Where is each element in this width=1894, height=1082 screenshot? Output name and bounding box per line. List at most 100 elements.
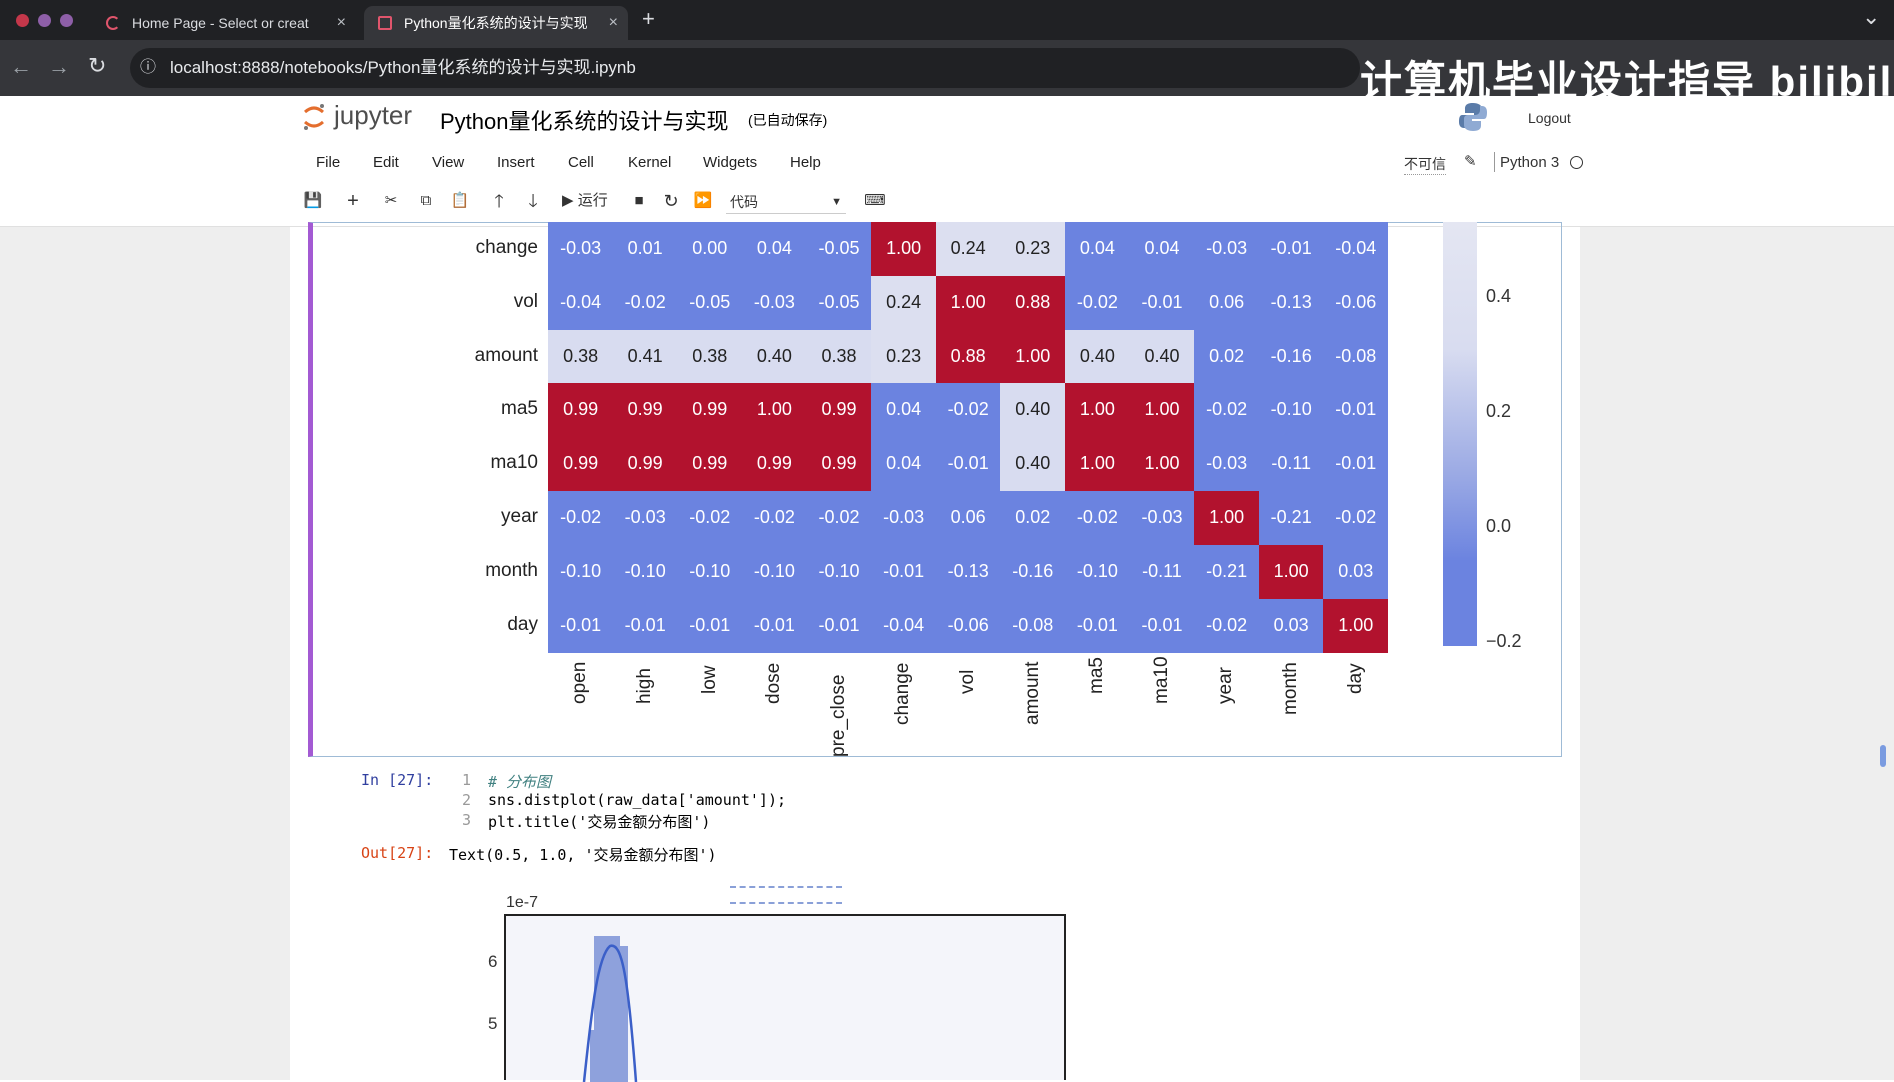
run-button[interactable]: ▶ 运行 [562,188,608,214]
heatmap-row-label: year [501,505,538,527]
menu-view[interactable]: View [432,154,465,171]
restart-icon[interactable]: ↻ [663,191,679,211]
heatmap-cell: -0.02 [1323,491,1389,546]
y-scale-label: 1e-7 [506,894,539,911]
heatmap-cell: -0.02 [612,275,678,331]
edit-pencil-icon[interactable]: ✎ [1464,153,1477,170]
heatmap-cell: 0.04 [1129,222,1195,277]
tab-title: Home Page - Select or creat [132,15,309,31]
heatmap-cell: 0.99 [612,383,678,438]
heatmap-cell: -0.06 [935,598,1001,653]
code-line[interactable]: sns.distplot(raw_data['amount']); [488,791,787,809]
menu-kernel[interactable]: Kernel [628,154,672,171]
info-icon[interactable]: ⓘ [140,59,157,76]
in-prompt: In [27]: [361,771,434,789]
move-up-icon[interactable]: 🡑 [494,191,504,211]
tab-close-icon[interactable]: × [336,14,346,31]
tab-close-icon[interactable]: × [608,14,618,31]
heatmap-cell: -0.01 [1064,598,1130,653]
tab-home-page[interactable]: Home Page - Select or creat × [92,6,356,40]
distplot-axes [504,914,1066,1082]
notebook-title[interactable]: Python量化系统的设计与实现 [440,109,729,134]
paste-icon[interactable]: 📋 [450,192,470,209]
window-close-button[interactable] [16,14,29,27]
menu-help[interactable]: Help [790,154,821,171]
menu-file[interactable]: File [316,154,341,171]
window-maximize-button[interactable] [60,14,73,27]
tab-search-chevron-icon[interactable]: ⌄ [1862,4,1881,29]
logout-button[interactable]: Logout [1528,110,1571,126]
heatmap-cell: -0.01 [612,598,678,653]
heatmap-cell: 1.00 [1000,329,1066,384]
heatmap-cell: 1.00 [1129,383,1195,438]
code-line[interactable]: # 分布图 [488,773,552,791]
heatmap-cell: 0.04 [1064,222,1130,277]
heatmap-cell: -0.01 [806,598,872,653]
heatmap-cell: -0.02 [741,491,807,546]
browser-tab-bar: Home Page - Select or creat × Python量化系统… [0,0,1894,40]
menu-cell[interactable]: Cell [568,154,594,171]
save-icon[interactable]: 💾 [303,192,323,209]
heatmap-cell: 0.99 [612,437,678,492]
colorbar [1443,222,1477,646]
heatmap-cell: -0.01 [935,437,1001,492]
jupyter-logo-icon[interactable] [302,102,326,132]
back-arrow-icon[interactable]: ← [10,54,32,79]
y-tick: 5 [488,1014,498,1033]
heatmap-cell: 0.23 [871,329,937,384]
heatmap-cell: 0.00 [677,222,743,277]
code-line[interactable]: plt.title('交易金额分布图') [488,813,711,831]
jupyter-favicon-icon [106,16,120,30]
forward-arrow-icon[interactable]: → [48,54,70,79]
stop-icon[interactable]: ■ [634,192,644,209]
menu-edit[interactable]: Edit [373,154,399,171]
heatmap-column-label: high [633,668,655,705]
move-down-icon[interactable]: 🡓 [528,191,538,211]
heatmap-cell: -0.10 [677,544,743,600]
keyboard-icon[interactable]: ⌨ [864,192,886,209]
heatmap-column-label: pre_close [827,674,849,757]
line-number: 3 [462,811,472,829]
heatmap-cell: 1.00 [741,383,807,438]
heatmap-column-label: day [1344,663,1366,694]
new-tab-button[interactable]: + [642,6,655,31]
heatmap-cell: 0.40 [741,329,807,384]
heatmap-cell: 0.06 [1194,275,1260,331]
plot-title-placeholder [730,886,842,904]
heatmap-cell: -0.16 [1000,544,1066,600]
heatmap-cell: 1.00 [1323,598,1389,653]
output-text: Text(0.5, 1.0, '交易金额分布图') [449,846,717,864]
heatmap-cell: 0.40 [1129,329,1195,384]
heatmap-cell: 0.04 [871,383,937,438]
insert-cell-plus-icon[interactable]: + [347,190,359,212]
menu-insert[interactable]: Insert [497,154,535,171]
colorbar-tick: 0.4 [1486,286,1512,306]
heatmap-cell: 0.88 [1000,275,1066,331]
cut-icon[interactable]: ✂ [384,192,398,209]
scrollbar-thumb[interactable] [1880,745,1886,767]
heatmap-cell: 0.99 [677,383,743,438]
heatmap-cell: 0.24 [871,275,937,331]
heatmap-cell: -0.04 [871,598,937,653]
heatmap-cell: 0.99 [741,437,807,492]
python-logo-icon [1456,100,1490,134]
address-bar[interactable]: ⓘ localhost:8888/notebooks/Python量化系统的设计… [130,48,1360,88]
cell-type-select[interactable]: 代码 ▼ [726,190,846,214]
heatmap-cell: -0.05 [806,222,872,277]
window-minimize-button[interactable] [38,14,51,27]
heatmap-cell: -0.10 [741,544,807,600]
heatmap-cell: -0.13 [1258,275,1324,331]
heatmap-cell: -0.02 [1064,491,1130,546]
tab-notebook[interactable]: Python量化系统的设计与实现 × [364,6,628,40]
menu-widgets[interactable]: Widgets [703,154,758,171]
trust-indicator[interactable]: 不可信 [1404,154,1446,175]
copy-icon[interactable]: ⧉ [420,192,432,209]
reload-icon[interactable]: ↻ [88,53,107,78]
heatmap-cell: 0.02 [1000,491,1066,546]
fast-forward-icon[interactable]: ⏩ [693,192,713,209]
heatmap-cell: -0.02 [1064,275,1130,331]
heatmap-cell: -0.03 [1194,222,1260,277]
heatmap-cell: -0.16 [1258,329,1324,384]
heatmap-cell: -0.13 [935,544,1001,600]
chevron-down-icon: ▼ [831,196,842,208]
